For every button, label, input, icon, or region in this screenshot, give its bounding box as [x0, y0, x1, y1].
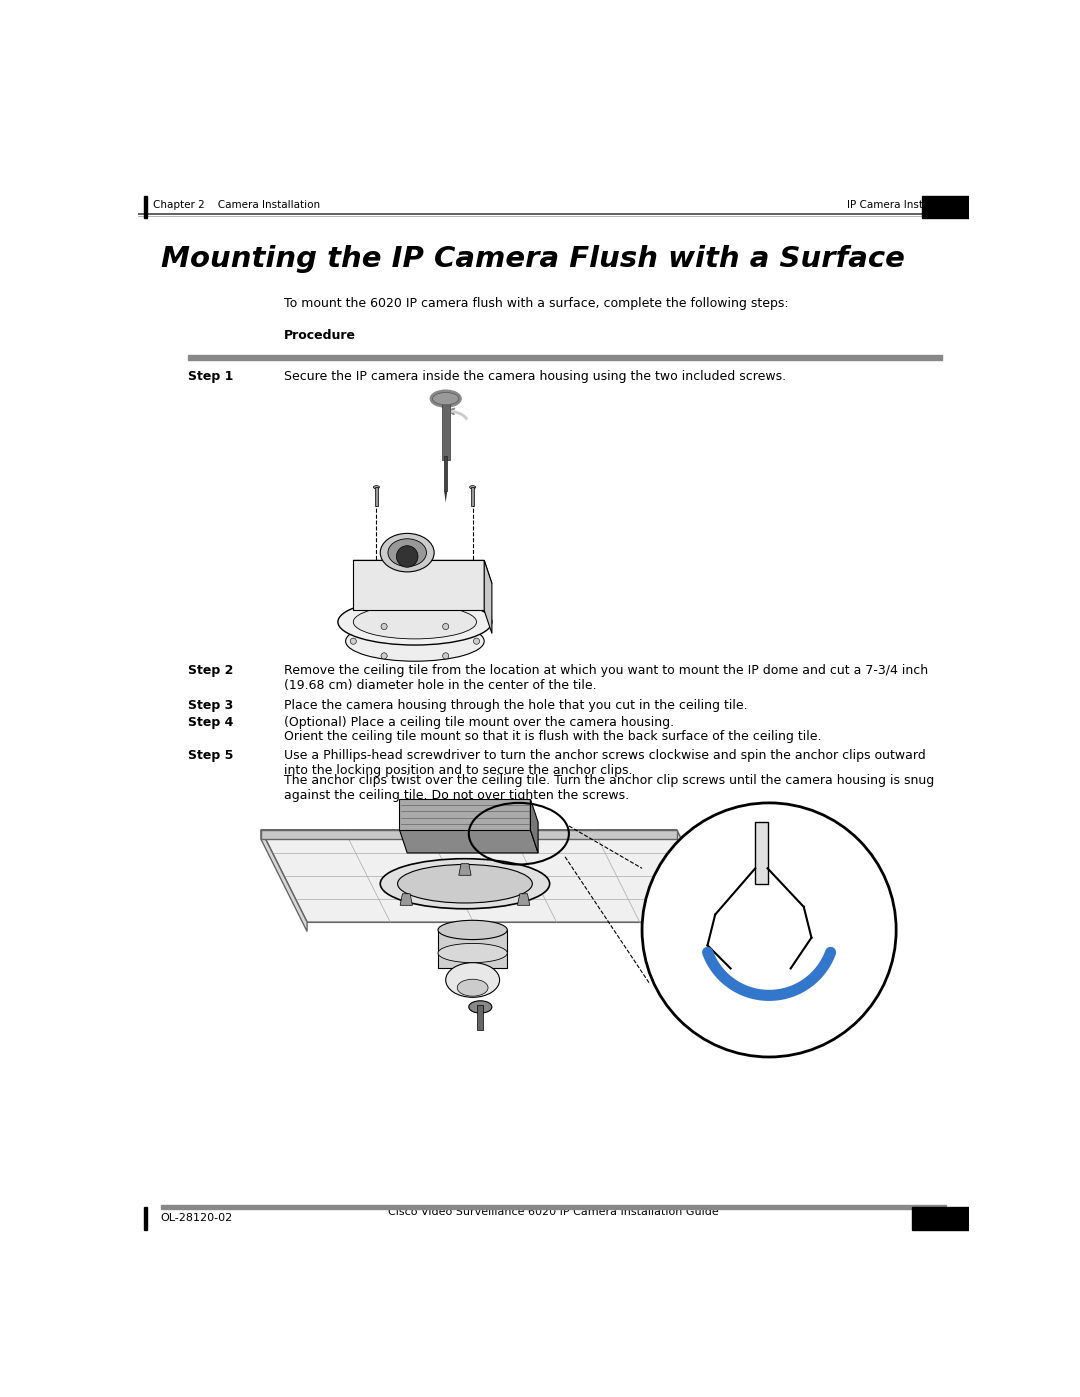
- Text: To mount the 6020 IP camera flush with a surface, complete the following steps:: To mount the 6020 IP camera flush with a…: [284, 298, 788, 310]
- Bar: [375, 488, 378, 507]
- Polygon shape: [400, 894, 413, 905]
- Bar: [921, 196, 970, 218]
- Bar: [755, 823, 768, 884]
- Bar: [442, 398, 449, 460]
- Ellipse shape: [380, 859, 550, 909]
- Text: IP Camera Installation: IP Camera Installation: [847, 200, 961, 210]
- Polygon shape: [261, 830, 723, 922]
- Circle shape: [473, 638, 480, 644]
- Polygon shape: [400, 830, 538, 854]
- Text: Step 3: Step 3: [188, 698, 233, 712]
- Ellipse shape: [470, 486, 475, 489]
- Polygon shape: [459, 863, 471, 876]
- Ellipse shape: [433, 393, 459, 405]
- Ellipse shape: [438, 921, 508, 940]
- Polygon shape: [353, 560, 484, 610]
- Ellipse shape: [397, 865, 532, 902]
- Ellipse shape: [446, 963, 500, 997]
- Circle shape: [381, 652, 387, 659]
- Text: The anchor clips twist over the ceiling tile. Turn the anchor clip screws until : The anchor clips twist over the ceiling …: [284, 774, 934, 802]
- Text: Secure the IP camera inside the camera housing using the two included screws.: Secure the IP camera inside the camera h…: [284, 370, 786, 383]
- Polygon shape: [353, 560, 491, 584]
- Bar: [144, 1207, 147, 1231]
- Polygon shape: [400, 799, 530, 830]
- Text: OL-28120-02: OL-28120-02: [161, 1214, 233, 1224]
- Polygon shape: [517, 894, 530, 905]
- Polygon shape: [261, 830, 677, 840]
- Text: Use a Phillips-head screwdriver to turn the anchor screws clockwise and spin the: Use a Phillips-head screwdriver to turn …: [284, 749, 926, 777]
- Bar: [144, 196, 147, 218]
- Ellipse shape: [374, 486, 379, 489]
- Ellipse shape: [338, 599, 491, 645]
- Text: Step 5: Step 5: [188, 749, 233, 761]
- Ellipse shape: [380, 534, 434, 571]
- Text: Remove the ceiling tile from the location at which you want to mount the IP dome: Remove the ceiling tile from the locatio…: [284, 665, 928, 693]
- Bar: [444, 457, 447, 490]
- Text: Orient the ceiling tile mount so that it is flush with the back surface of the c: Orient the ceiling tile mount so that it…: [284, 729, 822, 743]
- Text: Step 2: Step 2: [188, 665, 233, 678]
- Polygon shape: [530, 799, 538, 854]
- Ellipse shape: [346, 622, 484, 661]
- Ellipse shape: [430, 390, 461, 407]
- Bar: [438, 930, 508, 968]
- Circle shape: [396, 546, 418, 567]
- Text: Step 4: Step 4: [188, 715, 233, 729]
- Circle shape: [381, 623, 387, 630]
- Polygon shape: [444, 490, 447, 503]
- Ellipse shape: [438, 943, 508, 963]
- Ellipse shape: [353, 605, 476, 638]
- Text: Mounting the IP Camera Flush with a Surface: Mounting the IP Camera Flush with a Surf…: [161, 244, 905, 272]
- Text: 2-7: 2-7: [928, 1214, 953, 1228]
- Ellipse shape: [469, 1000, 491, 1013]
- Text: Procedure: Procedure: [284, 330, 356, 342]
- Bar: [161, 1204, 946, 1208]
- Bar: [471, 488, 474, 507]
- Text: Cisco Video Surveillance 6020 IP Camera Installation Guide: Cisco Video Surveillance 6020 IP Camera …: [388, 1207, 719, 1217]
- Polygon shape: [484, 560, 491, 633]
- Bar: [912, 1207, 970, 1231]
- Ellipse shape: [388, 539, 427, 567]
- Text: (Optional) Place a ceiling tile mount over the camera housing.: (Optional) Place a ceiling tile mount ov…: [284, 715, 674, 729]
- Ellipse shape: [457, 979, 488, 996]
- Text: Place the camera housing through the hole that you cut in the ceiling tile.: Place the camera housing through the hol…: [284, 698, 747, 712]
- Circle shape: [443, 652, 449, 659]
- Circle shape: [443, 623, 449, 630]
- Circle shape: [350, 638, 356, 644]
- Text: Chapter 2    Camera Installation: Chapter 2 Camera Installation: [153, 200, 321, 210]
- Bar: [188, 355, 943, 360]
- Polygon shape: [261, 830, 307, 932]
- Bar: [477, 1006, 484, 1030]
- Circle shape: [642, 803, 896, 1058]
- Text: Step 1: Step 1: [188, 370, 233, 383]
